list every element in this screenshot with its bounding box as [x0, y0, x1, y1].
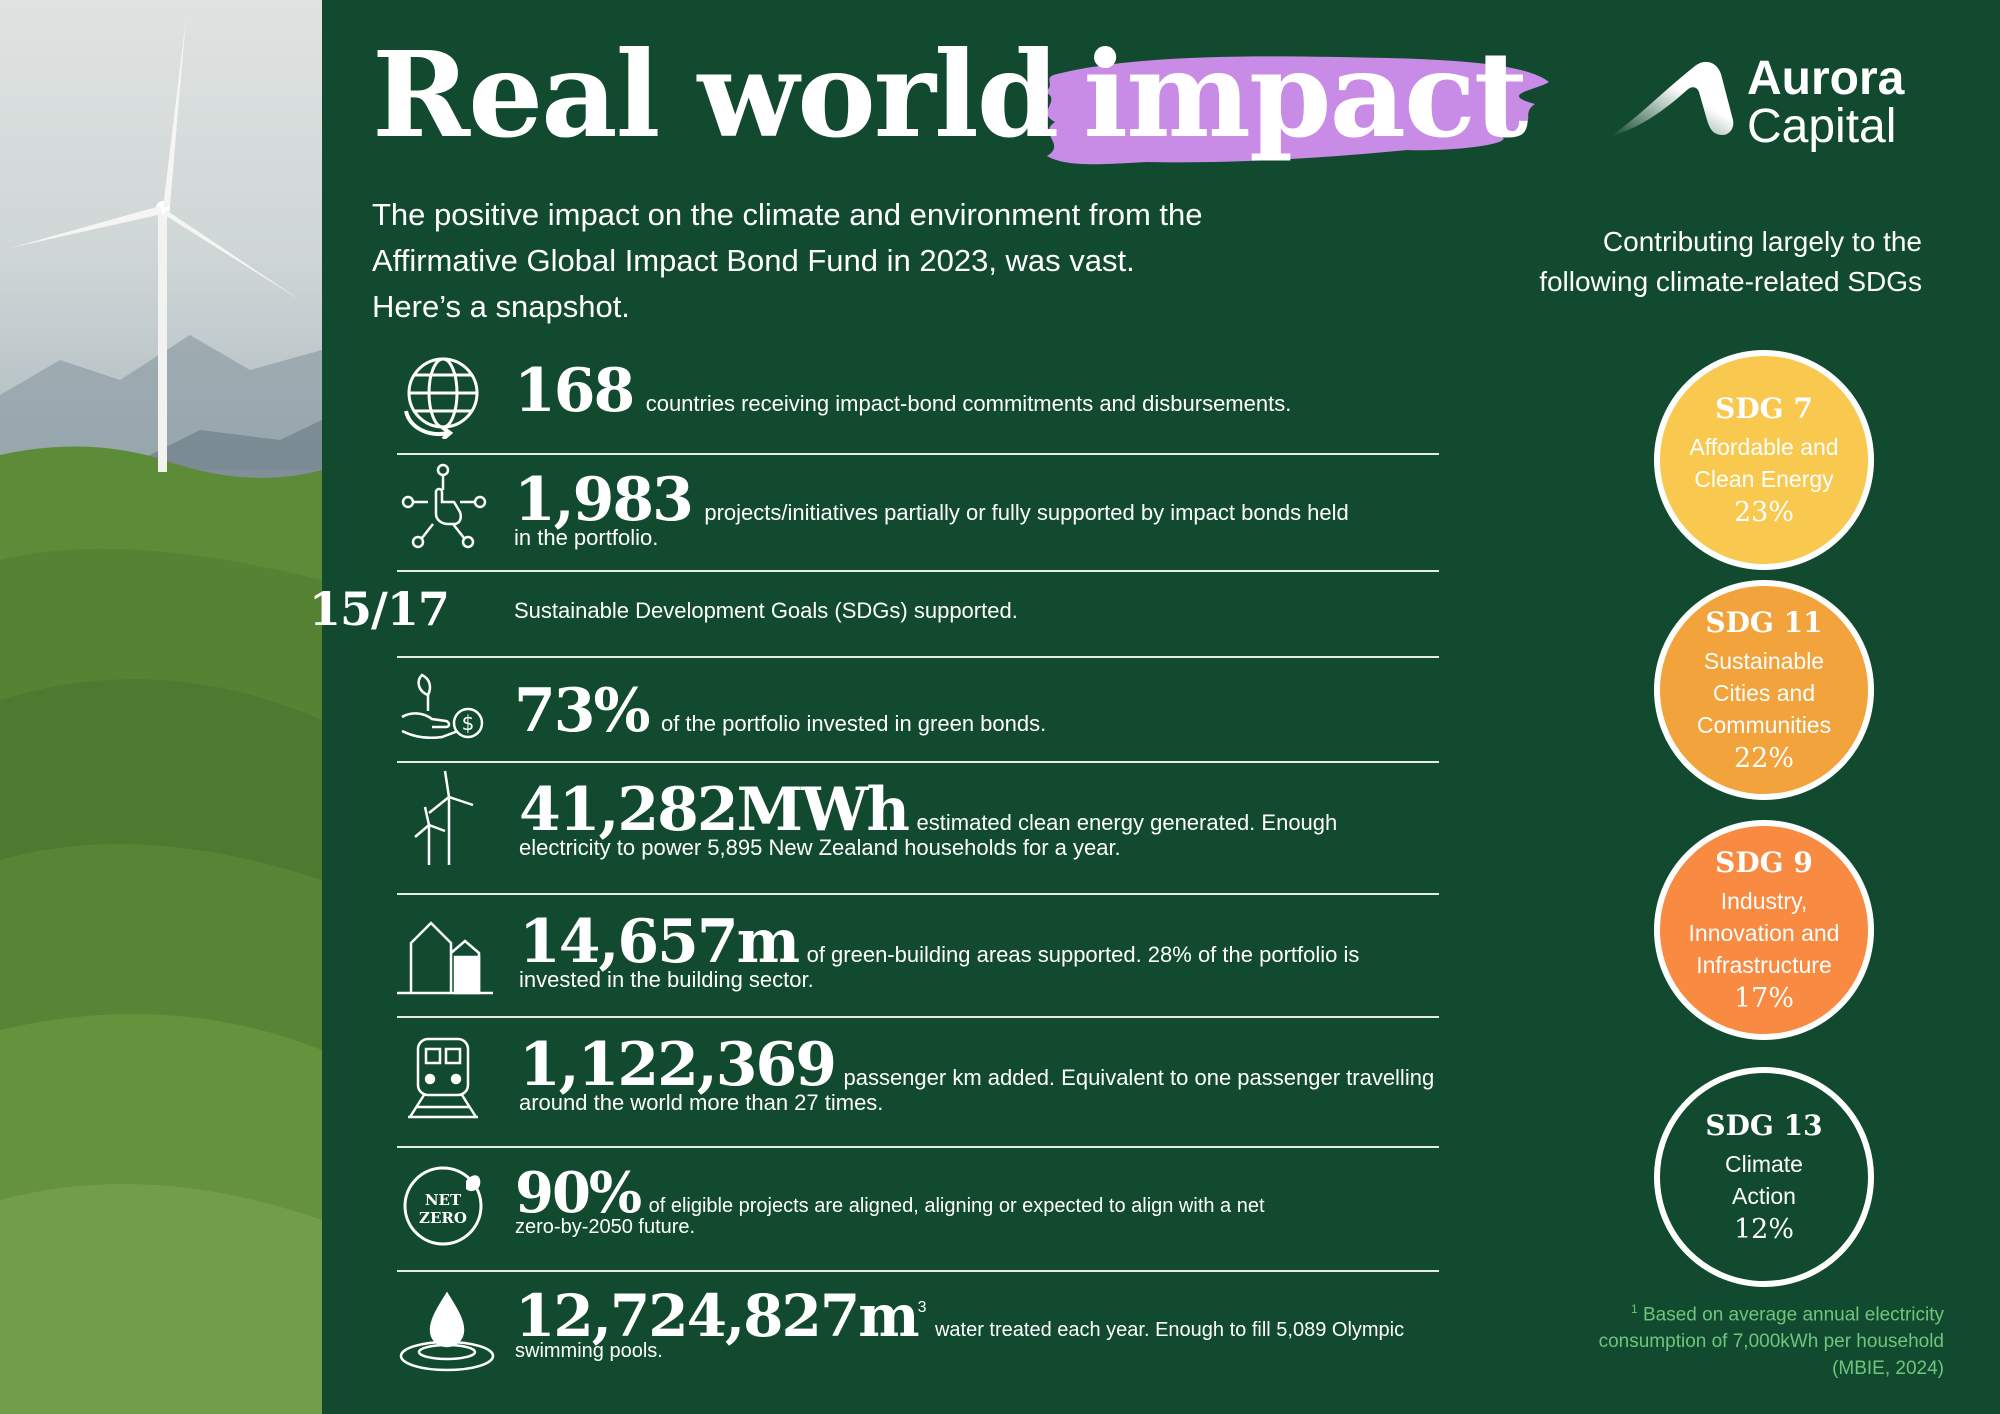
- brush-highlight: [1045, 56, 1549, 165]
- intro-text: The positive impact on the climate and e…: [372, 197, 1203, 324]
- globe-arrow-icon: [397, 350, 489, 442]
- sdg-11-circle: SDG 11 Sustainable Cities and Communitie…: [1654, 580, 1874, 800]
- stat-passenger-km: 1,122,369 passenger km added. Equivalent…: [397, 1028, 1437, 1138]
- stat-sdgs: 15/17 Sustainable Development Goals (SDG…: [309, 582, 1018, 636]
- divider: [397, 453, 1439, 455]
- sdg-9-circle: SDG 9 Industry, Innovation and Infrastru…: [1654, 820, 1874, 1040]
- net-zero-icon: NET ZERO: [397, 1160, 489, 1252]
- stat-clean-energy: 41,282MWh estimated clean energy generat…: [397, 770, 1437, 883]
- sdg-7-circle: SDG 7 Affordable and Clean Energy 23%: [1654, 350, 1874, 570]
- sdg-intro-text: Contributing largely to the following cl…: [1539, 226, 1922, 297]
- svg-text:$: $: [462, 711, 475, 735]
- wind-turbine-landscape-photo: [0, 0, 322, 1414]
- stat-water-treated: 12,724,827m3 water treated each year. En…: [397, 1282, 1437, 1392]
- divider: [397, 761, 1439, 763]
- stat-projects: 1,983 projects/initiatives partially or …: [397, 463, 1437, 565]
- stat-countries: 168 countries receiving impact-bond comm…: [397, 350, 1437, 450]
- divider: [397, 1146, 1439, 1148]
- water-drop-icon: [397, 1286, 497, 1378]
- divider: [397, 570, 1439, 572]
- train-icon: [397, 1032, 489, 1124]
- aurora-capital-logo: Aurora Capital: [1607, 55, 1904, 151]
- main-panel: Real world impact Aurora Capital The posi…: [309, 0, 2000, 1414]
- wind-turbine-icon: [397, 770, 489, 865]
- divider: [397, 1270, 1439, 1272]
- plant-money-hand-icon: $: [397, 666, 489, 758]
- stat-green-bonds: $ 73% of the portfolio invested in green…: [397, 668, 1437, 758]
- svg-text:NET: NET: [425, 1191, 462, 1209]
- divider: [397, 656, 1439, 658]
- divider: [397, 1016, 1439, 1018]
- aurora-logo-icon: [1611, 61, 1734, 137]
- stat-green-building: 14,657m of green-building areas supporte…: [397, 905, 1437, 1015]
- page-title: Real world impact: [372, 25, 1528, 164]
- green-building-icon: [397, 909, 493, 1001]
- svg-text:ZERO: ZERO: [419, 1209, 467, 1227]
- network-hand-icon: [397, 461, 489, 553]
- stat-net-zero: NET ZERO 90% of eligible projects are al…: [397, 1158, 1437, 1258]
- divider: [397, 893, 1439, 895]
- sdg-13-circle: SDG 13 Climate Action 12%: [1654, 1067, 1874, 1287]
- footnote: 1 Based on average annual electricity co…: [1598, 1302, 1944, 1380]
